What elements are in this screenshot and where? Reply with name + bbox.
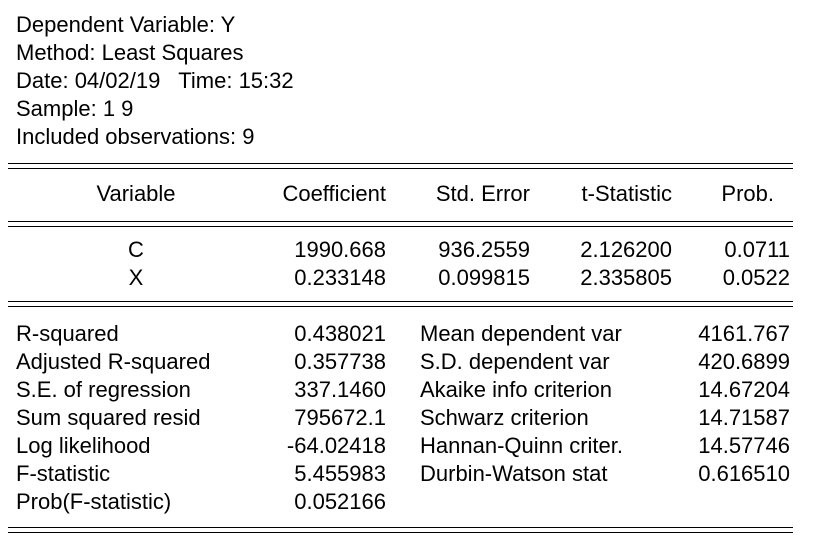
divider-header-1 <box>8 221 793 222</box>
method-text: Method: Least Squares <box>16 40 244 65</box>
stat-value: 14.71587 <box>698 405 790 430</box>
stat-label: Sum squared resid <box>16 405 201 430</box>
observations-text: Included observations: 9 <box>16 124 255 149</box>
row-variable: C <box>128 237 144 262</box>
column-header-coefficient: Coefficient <box>282 181 386 206</box>
divider-top-1 <box>8 163 793 164</box>
divider-mid-2 <box>8 306 793 307</box>
stat-label: Adjusted R-squared <box>16 349 211 374</box>
stat-value: 0.616510 <box>698 461 790 486</box>
row-std-error: 936.2559 <box>438 237 530 262</box>
stat-label: Log likelihood <box>16 433 151 458</box>
stat-label: Akaike info criterion <box>420 377 612 402</box>
stat-label: S.D. dependent var <box>420 349 610 374</box>
stat-value: 5.455983 <box>294 461 386 486</box>
stat-label: Hannan-Quinn criter. <box>420 433 623 458</box>
stat-value: 0.357738 <box>294 349 386 374</box>
row-variable: X <box>128 265 144 290</box>
row-prob: 0.0711 <box>724 237 790 262</box>
stat-label: R-squared <box>16 321 119 346</box>
stat-label: S.E. of regression <box>16 377 191 402</box>
row-coefficient: 1990.668 <box>294 237 386 262</box>
divider-top-2 <box>8 168 793 169</box>
dependent-variable-text: Dependent Variable: Y <box>16 12 236 37</box>
column-header-variable: Variable <box>96 181 176 206</box>
row-prob: 0.0522 <box>722 265 790 290</box>
row-std-error: 0.099815 <box>438 265 530 290</box>
sample-text: Sample: 1 9 <box>16 96 134 121</box>
stat-value: 0.052166 <box>294 489 386 514</box>
stat-value: 420.6899 <box>698 349 790 374</box>
stat-label: Durbin-Watson stat <box>420 461 608 486</box>
row-coefficient: 0.233148 <box>294 265 386 290</box>
stat-value: 14.57746 <box>698 433 790 458</box>
stat-label: Mean dependent var <box>420 321 622 346</box>
date-time-text: Date: 04/02/19 Time: 15:32 <box>16 68 294 93</box>
stat-label: Schwarz criterion <box>420 405 589 430</box>
stat-value: 4161.767 <box>698 321 790 346</box>
divider-header-2 <box>8 226 793 227</box>
stat-label: Prob(F-statistic) <box>16 489 172 514</box>
row-t-statistic: 2.126200 <box>580 237 672 262</box>
stat-value: 795672.1 <box>294 405 386 430</box>
stat-value: 337.1460 <box>294 377 386 402</box>
column-header-prob: Prob. <box>721 181 774 206</box>
row-t-statistic: 2.335805 <box>580 265 672 290</box>
stat-label: F-statistic <box>16 461 111 486</box>
stat-value: 0.438021 <box>294 321 386 346</box>
column-header-std-error: Std. Error <box>435 181 530 206</box>
column-header-t-statistic: t-Statistic <box>581 181 672 206</box>
stat-value: -64.02418 <box>286 433 386 458</box>
divider-bottom-2 <box>8 532 793 533</box>
stat-value: 14.67204 <box>698 377 790 402</box>
divider-mid-1 <box>8 301 793 302</box>
divider-bottom-1 <box>8 527 793 528</box>
